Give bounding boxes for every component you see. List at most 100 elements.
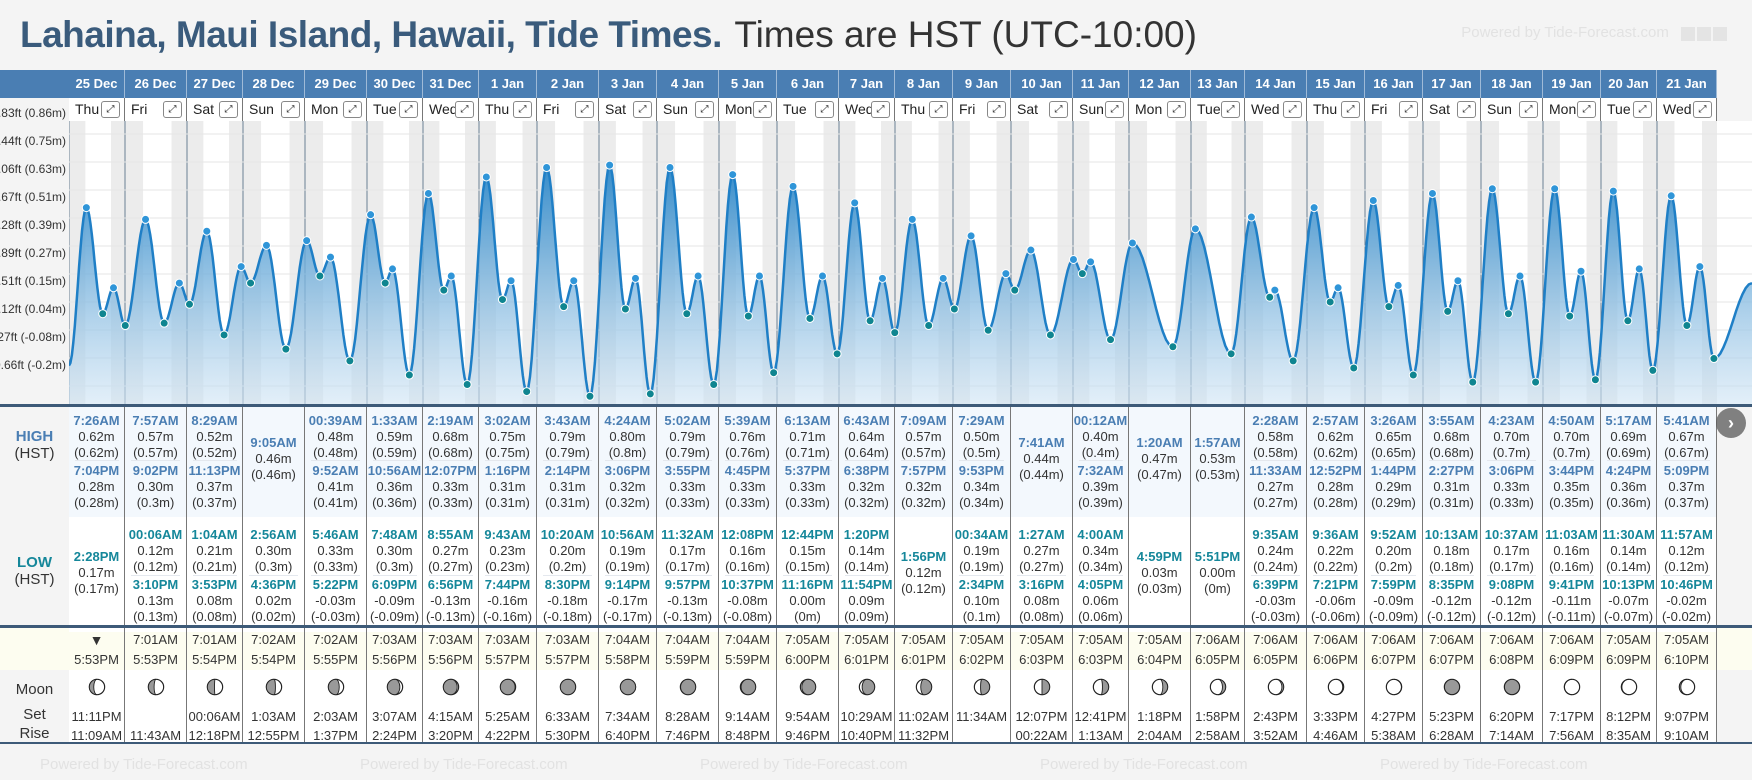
high-tide-point[interactable] xyxy=(1634,264,1644,274)
low-tide-point[interactable] xyxy=(439,285,449,295)
low-tide-point[interactable] xyxy=(246,278,256,288)
low-tide-point[interactable] xyxy=(585,391,595,401)
low-tide-point[interactable] xyxy=(1503,309,1513,319)
high-tide-point[interactable] xyxy=(108,283,118,293)
low-tide-point[interactable] xyxy=(184,299,194,309)
high-tide-point[interactable] xyxy=(141,214,151,224)
high-tide-point[interactable] xyxy=(1127,238,1137,248)
high-tide-point[interactable] xyxy=(754,271,764,281)
high-tide-point[interactable] xyxy=(569,276,579,286)
low-tide-point[interactable] xyxy=(769,368,779,378)
low-tide-point[interactable] xyxy=(709,379,719,389)
high-tide-point[interactable] xyxy=(1695,262,1705,272)
expand-icon[interactable]: ⤢ xyxy=(219,101,238,118)
expand-icon[interactable]: ⤢ xyxy=(1457,101,1476,118)
high-tide-point[interactable] xyxy=(366,210,376,220)
high-tide-point[interactable] xyxy=(1608,186,1618,196)
high-tide-point[interactable] xyxy=(423,188,433,198)
expand-icon[interactable]: ⤢ xyxy=(575,101,594,118)
expand-icon[interactable]: ⤢ xyxy=(753,101,772,118)
expand-icon[interactable]: ⤢ xyxy=(1283,101,1302,118)
low-tide-point[interactable] xyxy=(315,271,325,281)
low-tide-point[interactable] xyxy=(924,321,934,331)
high-tide-point[interactable] xyxy=(1515,271,1525,281)
high-tide-point[interactable] xyxy=(630,273,640,283)
high-tide-point[interactable] xyxy=(174,278,184,288)
expand-icon[interactable]: ⤢ xyxy=(163,101,182,118)
expand-icon[interactable]: ⤢ xyxy=(343,101,362,118)
high-tide-point[interactable] xyxy=(325,252,335,262)
high-tide-point[interactable] xyxy=(81,203,91,213)
low-tide-point[interactable] xyxy=(832,349,842,359)
low-tide-point[interactable] xyxy=(645,389,655,399)
expand-icon[interactable]: ⤢ xyxy=(1519,101,1538,118)
low-tide-point[interactable] xyxy=(1408,370,1418,380)
low-tide-point[interactable] xyxy=(1648,365,1658,375)
high-tide-point[interactable] xyxy=(1333,283,1343,293)
expand-icon[interactable]: ⤢ xyxy=(513,101,532,118)
low-tide-point[interactable] xyxy=(805,313,815,323)
expand-icon[interactable]: ⤢ xyxy=(815,101,834,118)
expand-icon[interactable]: ⤢ xyxy=(1167,101,1186,118)
high-tide-point[interactable] xyxy=(1393,280,1403,290)
low-tide-point[interactable] xyxy=(1590,375,1600,385)
expand-icon[interactable]: ⤢ xyxy=(281,101,300,118)
high-tide-point[interactable] xyxy=(665,163,675,173)
low-tide-point[interactable] xyxy=(743,311,753,321)
low-tide-point[interactable] xyxy=(1226,349,1236,359)
expand-icon[interactable]: ⤢ xyxy=(633,101,652,118)
low-tide-point[interactable] xyxy=(462,379,472,389)
low-tide-point[interactable] xyxy=(497,295,507,305)
expand-icon[interactable]: ⤢ xyxy=(1633,101,1652,118)
low-tide-point[interactable] xyxy=(1565,311,1575,321)
high-tide-point[interactable] xyxy=(1427,188,1437,198)
expand-icon[interactable]: ⤢ xyxy=(695,101,714,118)
high-tide-point[interactable] xyxy=(938,273,948,283)
low-tide-point[interactable] xyxy=(1106,335,1116,345)
low-tide-point[interactable] xyxy=(522,387,532,397)
high-tide-point[interactable] xyxy=(1190,224,1200,234)
high-tide-point[interactable] xyxy=(1270,285,1280,295)
low-tide-point[interactable] xyxy=(404,370,414,380)
high-tide-point[interactable] xyxy=(1576,266,1586,276)
expand-icon[interactable]: ⤢ xyxy=(987,101,1006,118)
high-tide-point[interactable] xyxy=(302,236,312,246)
low-tide-point[interactable] xyxy=(1443,306,1453,316)
low-tide-point[interactable] xyxy=(219,330,229,340)
expand-icon[interactable]: ⤢ xyxy=(929,101,948,118)
high-tide-point[interactable] xyxy=(1550,184,1560,194)
low-tide-point[interactable] xyxy=(1384,302,1394,312)
low-tide-point[interactable] xyxy=(1468,377,1478,387)
high-tide-point[interactable] xyxy=(907,214,917,224)
high-tide-point[interactable] xyxy=(1068,254,1078,264)
expand-icon[interactable]: ⤢ xyxy=(1221,101,1240,118)
expand-icon[interactable]: ⤢ xyxy=(399,101,418,118)
high-tide-point[interactable] xyxy=(481,172,491,182)
low-tide-point[interactable] xyxy=(559,302,569,312)
high-tide-point[interactable] xyxy=(788,181,798,191)
expand-icon[interactable]: ⤢ xyxy=(1105,101,1124,118)
low-tide-point[interactable] xyxy=(380,278,390,288)
high-tide-point[interactable] xyxy=(506,276,516,286)
low-tide-point[interactable] xyxy=(620,304,630,314)
high-tide-point[interactable] xyxy=(966,231,976,241)
high-tide-point[interactable] xyxy=(1026,245,1036,255)
low-tide-point[interactable] xyxy=(865,316,875,326)
low-tide-point[interactable] xyxy=(120,321,130,331)
low-tide-point[interactable] xyxy=(1349,363,1359,373)
expand-icon[interactable]: ⤢ xyxy=(871,101,890,118)
low-tide-point[interactable] xyxy=(890,328,900,338)
high-tide-point[interactable] xyxy=(1086,257,1096,267)
high-tide-point[interactable] xyxy=(236,262,246,272)
high-tide-point[interactable] xyxy=(1666,191,1676,201)
high-tide-point[interactable] xyxy=(1309,203,1319,213)
low-tide-point[interactable] xyxy=(1045,330,1055,340)
expand-icon[interactable]: ⤢ xyxy=(1577,101,1596,118)
low-tide-point[interactable] xyxy=(1709,354,1719,364)
high-tide-point[interactable] xyxy=(1001,269,1011,279)
expand-icon[interactable]: ⤢ xyxy=(1399,101,1418,118)
high-tide-point[interactable] xyxy=(605,160,615,170)
low-tide-point[interactable] xyxy=(345,356,355,366)
expand-icon[interactable]: ⤢ xyxy=(455,101,474,118)
high-tide-point[interactable] xyxy=(261,240,271,250)
